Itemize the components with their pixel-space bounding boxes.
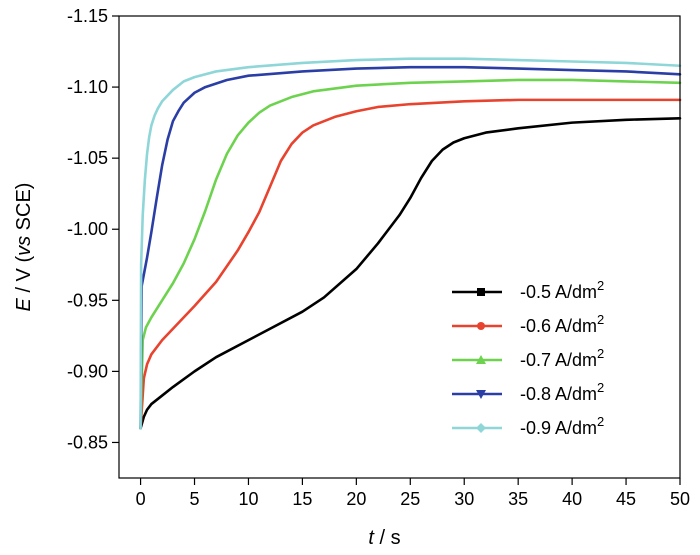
legend-label-text: -0.9 A/dm [520, 418, 597, 438]
x-axis-label: t / s [368, 527, 400, 549]
legend: -0.5 A/dm2-0.6 A/dm2-0.7 A/dm2-0.8 A/dm2… [452, 278, 604, 438]
series-line-2 [139, 98, 682, 430]
legend-label-text: -0.7 A/dm [520, 350, 597, 370]
y-tick-label: -1.05 [67, 148, 108, 168]
legend-label-superscript: 2 [597, 414, 604, 429]
legend-marker-triangle-down [476, 390, 486, 399]
y-tick-label: -0.90 [67, 361, 108, 381]
series-line-3 [139, 78, 682, 430]
legend-label-text: -0.8 A/dm [520, 384, 597, 404]
x-tick-label: 15 [292, 489, 312, 509]
series-line-5 [139, 57, 682, 430]
legend-entry: -0.5 A/dm2 [452, 278, 604, 302]
y-axis-vs: vs [13, 236, 35, 256]
legend-label-superscript: 2 [597, 278, 604, 293]
legend-entry: -0.8 A/dm2 [452, 380, 604, 404]
plot-frame [118, 15, 681, 479]
x-tick-label: 30 [454, 489, 474, 509]
legend-label: -0.7 A/dm2 [520, 346, 604, 370]
x-axis-unit: / s [374, 527, 401, 549]
legend-label-superscript: 2 [597, 346, 604, 361]
y-tick-label: -0.95 [67, 290, 108, 310]
y-axis-label: E / V (vs SCE) [13, 183, 35, 312]
legend-entry: -0.6 A/dm2 [452, 312, 604, 336]
legend-label: -0.6 A/dm2 [520, 312, 604, 336]
legend-label-text: -0.6 A/dm [520, 316, 597, 336]
y-tick-label: -1.00 [67, 219, 108, 239]
legend-label: -0.5 A/dm2 [520, 278, 604, 302]
y-tick-label: -1.10 [67, 77, 108, 97]
legend-label-superscript: 2 [597, 380, 604, 395]
legend-label-text: -0.5 A/dm [520, 282, 597, 302]
legend-marker-diamond [476, 423, 486, 433]
series-line-1 [139, 117, 682, 430]
legend-label: -0.8 A/dm2 [520, 380, 604, 404]
legend-label: -0.9 A/dm2 [520, 414, 604, 438]
x-tick-label: 25 [400, 489, 420, 509]
x-tick-label: 35 [508, 489, 528, 509]
x-tick-label: 5 [190, 489, 200, 509]
series-line-4 [139, 65, 682, 430]
y-axis-variable: E [13, 297, 35, 311]
legend-label-superscript: 2 [597, 312, 604, 327]
x-tick-label: 0 [136, 489, 146, 509]
x-tick-label: 45 [616, 489, 636, 509]
legend-marker-triangle-up [476, 355, 486, 364]
x-tick-label: 40 [562, 489, 582, 509]
x-axis-variable: t [368, 527, 375, 549]
y-axis-unit-prefix: / V ( [13, 256, 35, 299]
y-tick-label: -1.15 [67, 6, 108, 26]
legend-entry: -0.9 A/dm2 [452, 414, 604, 438]
legend-entry: -0.7 A/dm2 [452, 346, 604, 370]
legend-marker-circle [477, 322, 485, 330]
x-tick-label: 20 [346, 489, 366, 509]
x-tick-label: 10 [238, 489, 258, 509]
y-axis-unit-suffix: SCE) [13, 183, 35, 236]
y-tick-label: -0.85 [67, 432, 108, 452]
legend-marker-square [477, 288, 485, 296]
x-tick-label: 50 [670, 489, 690, 509]
